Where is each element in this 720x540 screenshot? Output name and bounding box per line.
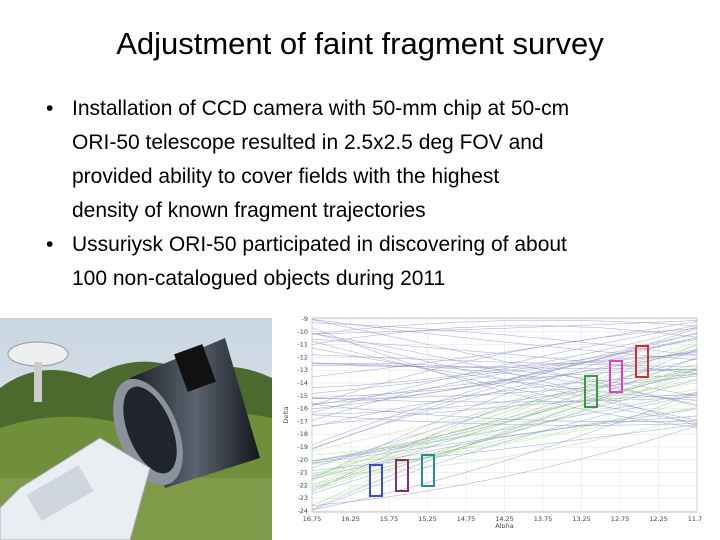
telescope-photo bbox=[0, 318, 272, 540]
trajectory bbox=[311, 350, 698, 449]
y-tick-label: -15 bbox=[297, 392, 308, 400]
y-tick-label: -21 bbox=[297, 469, 308, 477]
trajectory bbox=[311, 379, 698, 495]
y-tick-label: -9 bbox=[302, 315, 308, 323]
trajectory bbox=[311, 424, 698, 471]
bullet-line: 100 non-catalogued objects during 2011 bbox=[72, 267, 446, 290]
field-box bbox=[609, 360, 623, 393]
trajectory bbox=[311, 403, 698, 422]
trajectory bbox=[311, 365, 698, 370]
trajectory bbox=[311, 408, 698, 464]
trajectory bbox=[311, 322, 698, 356]
trajectory bbox=[311, 319, 698, 335]
trajectory bbox=[311, 367, 698, 475]
x-tick-label: 14.25 bbox=[495, 515, 514, 523]
trajectory bbox=[311, 341, 698, 423]
trajectory bbox=[311, 425, 698, 507]
x-tick-label: 15.25 bbox=[418, 515, 437, 523]
trajectory bbox=[311, 343, 698, 488]
x-tick-label: 12.25 bbox=[649, 515, 668, 523]
trajectory bbox=[311, 394, 698, 511]
y-tick-label: -23 bbox=[297, 494, 308, 502]
x-tick-label: 16.75 bbox=[303, 515, 322, 523]
trajectory bbox=[311, 354, 698, 421]
trajectory bbox=[311, 368, 698, 415]
y-tick-label: -11 bbox=[297, 341, 308, 349]
field-box bbox=[395, 459, 409, 492]
y-tick-label: -16 bbox=[297, 405, 308, 413]
trajectory bbox=[311, 373, 698, 456]
trajectory bbox=[311, 337, 698, 450]
trajectory bbox=[311, 362, 698, 397]
bullet-line: provided ability to cover fields with th… bbox=[72, 165, 500, 188]
bullet: • Installation of CCD camera with 50-mm c… bbox=[46, 92, 569, 228]
trajectory bbox=[311, 352, 698, 368]
bullet-dot: • bbox=[46, 233, 54, 256]
trajectory bbox=[311, 325, 698, 413]
y-tick-label: -12 bbox=[297, 353, 308, 361]
x-axis-title: Alpha bbox=[495, 522, 513, 528]
bullet: • Ussuriysk ORI-50 participated in discov… bbox=[46, 228, 567, 296]
trajectory bbox=[311, 375, 698, 399]
trajectory-plot: -9 -10 -11 -12 -13 -14 -15 -16 -17 -18 -19 -20 -21 -2… bbox=[282, 315, 702, 528]
trajectories bbox=[311, 319, 698, 511]
trajectory bbox=[311, 348, 698, 462]
bullet-line: Installation of CCD camera with 50-mm ch… bbox=[72, 97, 570, 120]
x-tick-label: 15.75 bbox=[380, 515, 399, 523]
y-tick-label: -19 bbox=[297, 443, 308, 451]
trajectory bbox=[311, 325, 698, 345]
trajectory bbox=[311, 343, 698, 475]
trajectory bbox=[311, 333, 698, 427]
bullet-line: ORI-50 telescope resulted in 2.5x2.5 deg… bbox=[72, 131, 544, 154]
trajectory bbox=[311, 339, 698, 394]
bullet-dot: • bbox=[46, 97, 54, 120]
trajectory bbox=[311, 354, 698, 368]
slide-title: Adjustment of faint fragment survey bbox=[116, 26, 604, 61]
trajectory bbox=[311, 414, 698, 426]
x-tick-label: 11.75 bbox=[688, 515, 702, 523]
bullet-line: density of known fragment trajectories bbox=[72, 199, 426, 222]
field-box bbox=[369, 464, 383, 497]
trajectory bbox=[311, 369, 698, 485]
trajectory bbox=[311, 327, 698, 428]
y-tick-label: -14 bbox=[297, 379, 308, 387]
trajectory bbox=[311, 393, 698, 426]
x-tick-label: 16.25 bbox=[341, 515, 360, 523]
bullet-line: Ussuriysk ORI-50 participated in discove… bbox=[72, 233, 567, 256]
y-tick-label: -18 bbox=[297, 430, 308, 438]
trajectory bbox=[311, 367, 698, 452]
trajectory bbox=[311, 407, 698, 488]
y-axis-title: Delta bbox=[282, 406, 290, 423]
field-box bbox=[635, 345, 649, 378]
trajectory bbox=[311, 415, 698, 480]
y-tick-label: -10 bbox=[297, 328, 308, 336]
trajectory bbox=[311, 391, 698, 511]
trajectory bbox=[311, 407, 698, 476]
trajectory bbox=[311, 321, 698, 378]
trajectory bbox=[311, 347, 698, 401]
x-tick-label: 14.75 bbox=[457, 515, 476, 523]
trajectory bbox=[311, 326, 698, 388]
trajectory bbox=[311, 392, 698, 464]
trajectory bbox=[311, 319, 698, 361]
y-tick-label: -22 bbox=[297, 481, 308, 489]
y-tick-label: -24 bbox=[297, 507, 308, 515]
field-box bbox=[584, 375, 598, 408]
trajectory bbox=[311, 388, 698, 492]
trajectory bbox=[311, 369, 698, 462]
trajectory bbox=[311, 378, 698, 506]
trajectory bbox=[311, 363, 698, 506]
x-tick-label: 13.75 bbox=[534, 515, 553, 523]
x-tick-label: 12.75 bbox=[611, 515, 630, 523]
trajectory bbox=[311, 415, 698, 476]
field-box bbox=[421, 454, 435, 487]
y-tick-label: -13 bbox=[297, 366, 308, 374]
y-tick-label: -20 bbox=[297, 456, 308, 464]
y-tick-label: -17 bbox=[297, 417, 308, 425]
trajectory bbox=[311, 328, 698, 406]
trajectory bbox=[311, 333, 698, 445]
x-tick-label: 13.25 bbox=[572, 515, 591, 523]
